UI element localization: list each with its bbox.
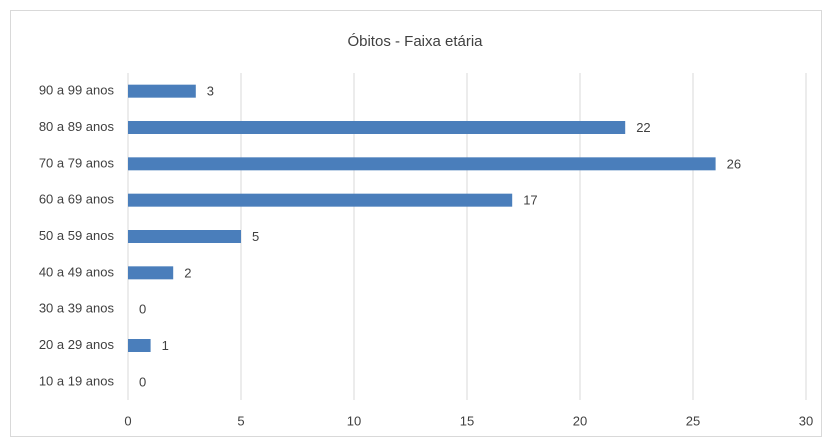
data-label: 17: [523, 193, 537, 208]
y-tick-label: 60 a 69 anos: [39, 192, 115, 207]
data-label: 2: [184, 265, 191, 280]
y-tick-label: 30 a 39 anos: [39, 301, 115, 316]
data-label: 22: [636, 120, 650, 135]
x-tick-label: 15: [460, 413, 474, 428]
chart-frame: [10, 10, 822, 437]
data-label: 26: [727, 156, 741, 171]
bar: [128, 193, 513, 207]
x-tick-label: 10: [347, 413, 361, 428]
y-tick-label: 80 a 89 anos: [39, 119, 115, 134]
bar: [128, 157, 716, 171]
data-label: 1: [162, 338, 169, 353]
data-label: 5: [252, 229, 259, 244]
y-tick-label: 10 a 19 anos: [39, 373, 115, 388]
y-tick-label: 50 a 59 anos: [39, 228, 115, 243]
x-tick-label: 25: [686, 413, 700, 428]
x-tick-label: 20: [573, 413, 587, 428]
x-tick-label: 30: [799, 413, 813, 428]
data-label: 3: [207, 84, 214, 99]
chart-title: Óbitos - Faixa etária: [347, 33, 483, 50]
y-tick-label: 40 a 49 anos: [39, 264, 115, 279]
bar: [128, 121, 626, 134]
y-tick-label: 90 a 99 anos: [39, 83, 115, 98]
bar: [128, 230, 241, 243]
bar: [128, 266, 174, 280]
data-label: 0: [139, 374, 146, 389]
bar: [128, 339, 151, 352]
y-tick-label: 20 a 29 anos: [39, 337, 115, 352]
x-tick-label: 5: [237, 413, 244, 428]
data-label: 0: [139, 302, 146, 317]
x-tick-label: 0: [124, 413, 131, 428]
y-tick-label: 70 a 79 anos: [39, 155, 115, 170]
bar: [128, 84, 196, 98]
